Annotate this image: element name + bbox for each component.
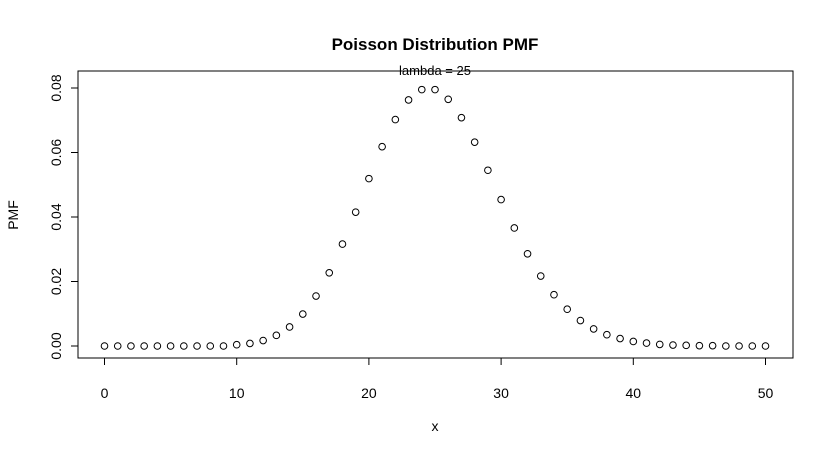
data-point bbox=[708, 341, 717, 350]
x-tick-label: 50 bbox=[758, 385, 774, 401]
data-point bbox=[312, 292, 320, 300]
plot-frame bbox=[77, 70, 794, 359]
data-point bbox=[325, 268, 334, 277]
data-point bbox=[523, 249, 532, 258]
data-point bbox=[550, 290, 558, 299]
data-point bbox=[629, 337, 638, 346]
data-point bbox=[140, 342, 148, 350]
data-point bbox=[259, 336, 267, 345]
data-point bbox=[642, 339, 651, 347]
data-point bbox=[722, 342, 730, 350]
x-tick-label: 0 bbox=[101, 385, 109, 401]
x-axis-label: x bbox=[432, 418, 439, 434]
data-point bbox=[272, 331, 281, 340]
data-point bbox=[457, 113, 466, 122]
data-point bbox=[113, 342, 122, 350]
data-point bbox=[431, 85, 439, 94]
y-axis-label: PMF bbox=[5, 200, 21, 230]
x-tick-label: 20 bbox=[361, 385, 377, 401]
data-point bbox=[378, 142, 386, 151]
data-point bbox=[603, 330, 611, 339]
data-point bbox=[206, 342, 215, 350]
data-point bbox=[576, 316, 585, 325]
data-point bbox=[246, 339, 254, 348]
data-point bbox=[338, 240, 347, 248]
data-point bbox=[365, 174, 373, 183]
y-tick-label: 0.06 bbox=[48, 139, 64, 166]
data-point bbox=[682, 341, 690, 350]
data-point bbox=[193, 342, 201, 350]
data-point bbox=[470, 138, 479, 146]
data-point bbox=[497, 195, 505, 204]
data-point bbox=[735, 342, 743, 350]
data-point bbox=[127, 342, 135, 350]
chart-title: Poisson Distribution PMF bbox=[332, 35, 539, 54]
data-point bbox=[299, 310, 307, 318]
data-point bbox=[444, 95, 453, 104]
data-point bbox=[616, 334, 624, 343]
y-tick-label: 0.02 bbox=[48, 268, 64, 295]
data-point bbox=[417, 85, 426, 94]
x-tick-label: 30 bbox=[493, 385, 509, 401]
data-point bbox=[232, 340, 241, 349]
data-point bbox=[219, 342, 228, 350]
data-point bbox=[655, 340, 664, 349]
data-point bbox=[748, 342, 757, 350]
data-point bbox=[404, 96, 413, 104]
data-point bbox=[589, 325, 598, 333]
data-points bbox=[100, 85, 770, 350]
data-point bbox=[285, 323, 294, 331]
y-axis: 0.00 0.02 0.04 0.06 0.08 bbox=[48, 74, 79, 360]
y-tick-label: 0.00 bbox=[48, 332, 64, 359]
data-point bbox=[153, 342, 162, 350]
x-tick-label: 10 bbox=[229, 385, 245, 401]
data-point bbox=[761, 342, 770, 350]
y-tick-label: 0.04 bbox=[48, 203, 64, 230]
data-point bbox=[484, 166, 492, 175]
y-tick-label: 0.08 bbox=[48, 74, 64, 101]
data-point bbox=[100, 342, 109, 350]
x-axis: 0 10 20 30 40 50 bbox=[101, 357, 774, 401]
data-point bbox=[695, 341, 704, 350]
data-point bbox=[180, 342, 188, 350]
data-point bbox=[510, 224, 519, 232]
x-tick-label: 40 bbox=[626, 385, 642, 401]
data-point bbox=[536, 272, 545, 280]
data-point bbox=[669, 341, 677, 349]
data-point bbox=[391, 115, 400, 124]
data-point bbox=[563, 305, 572, 314]
data-point bbox=[351, 208, 360, 216]
data-point bbox=[166, 342, 175, 350]
